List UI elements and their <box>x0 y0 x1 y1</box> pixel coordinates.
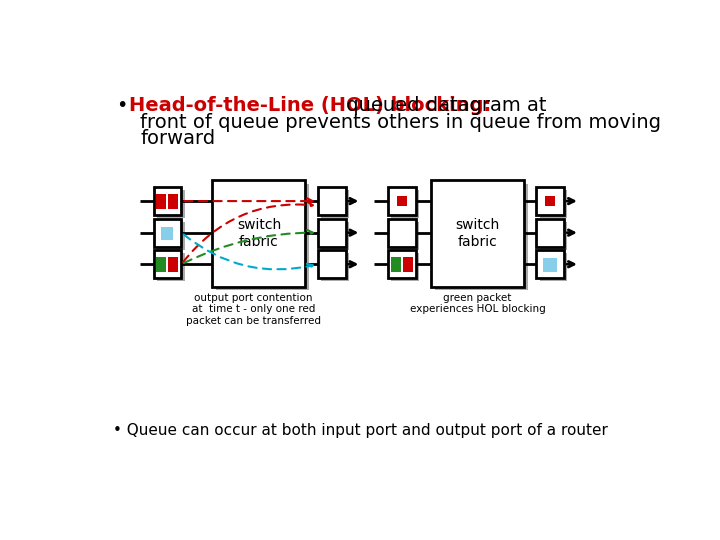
Bar <box>321 222 349 249</box>
Bar <box>157 190 184 218</box>
Text: • Queue can occur at both input port and output port of a router: • Queue can occur at both input port and… <box>113 423 608 438</box>
Bar <box>536 251 564 278</box>
Bar <box>212 180 305 287</box>
Text: front of queue prevents others in queue from moving: front of queue prevents others in queue … <box>140 112 662 132</box>
Bar <box>388 251 416 278</box>
Bar <box>156 194 166 209</box>
Bar <box>388 219 416 247</box>
Bar <box>536 219 564 247</box>
Text: switch
fabric: switch fabric <box>455 218 500 248</box>
Text: •: • <box>117 96 135 114</box>
Bar <box>543 258 557 272</box>
Bar <box>391 257 401 272</box>
Bar <box>539 222 567 249</box>
Bar <box>216 184 310 291</box>
Bar <box>539 190 567 218</box>
Bar <box>545 197 555 206</box>
Bar <box>318 187 346 215</box>
Bar <box>153 251 181 278</box>
Text: Head-of-the-Line (HOL) blocking:: Head-of-the-Line (HOL) blocking: <box>129 96 491 114</box>
Bar <box>397 197 407 206</box>
Bar <box>435 184 528 291</box>
Text: output port contention
at  time t - only one red
packet can be transferred: output port contention at time t - only … <box>186 293 321 326</box>
Bar <box>321 253 349 281</box>
Text: forward: forward <box>140 130 215 148</box>
Bar <box>536 187 564 215</box>
Bar <box>318 251 346 278</box>
Text: queued datagram at: queued datagram at <box>340 96 546 114</box>
Bar <box>392 253 419 281</box>
Bar <box>157 222 184 249</box>
Bar <box>153 219 181 247</box>
Text: switch
fabric: switch fabric <box>237 218 281 248</box>
Bar <box>157 253 184 281</box>
Bar <box>156 257 166 272</box>
Bar <box>321 190 349 218</box>
Bar <box>392 222 419 249</box>
Bar <box>431 180 524 287</box>
Bar <box>168 194 179 209</box>
Bar <box>403 257 413 272</box>
Bar <box>161 227 173 240</box>
Text: green packet
experiences HOL blocking: green packet experiences HOL blocking <box>410 293 545 314</box>
Bar <box>153 187 181 215</box>
Bar <box>392 190 419 218</box>
Bar <box>388 187 416 215</box>
Bar <box>539 253 567 281</box>
Bar <box>168 257 179 272</box>
Bar <box>318 219 346 247</box>
